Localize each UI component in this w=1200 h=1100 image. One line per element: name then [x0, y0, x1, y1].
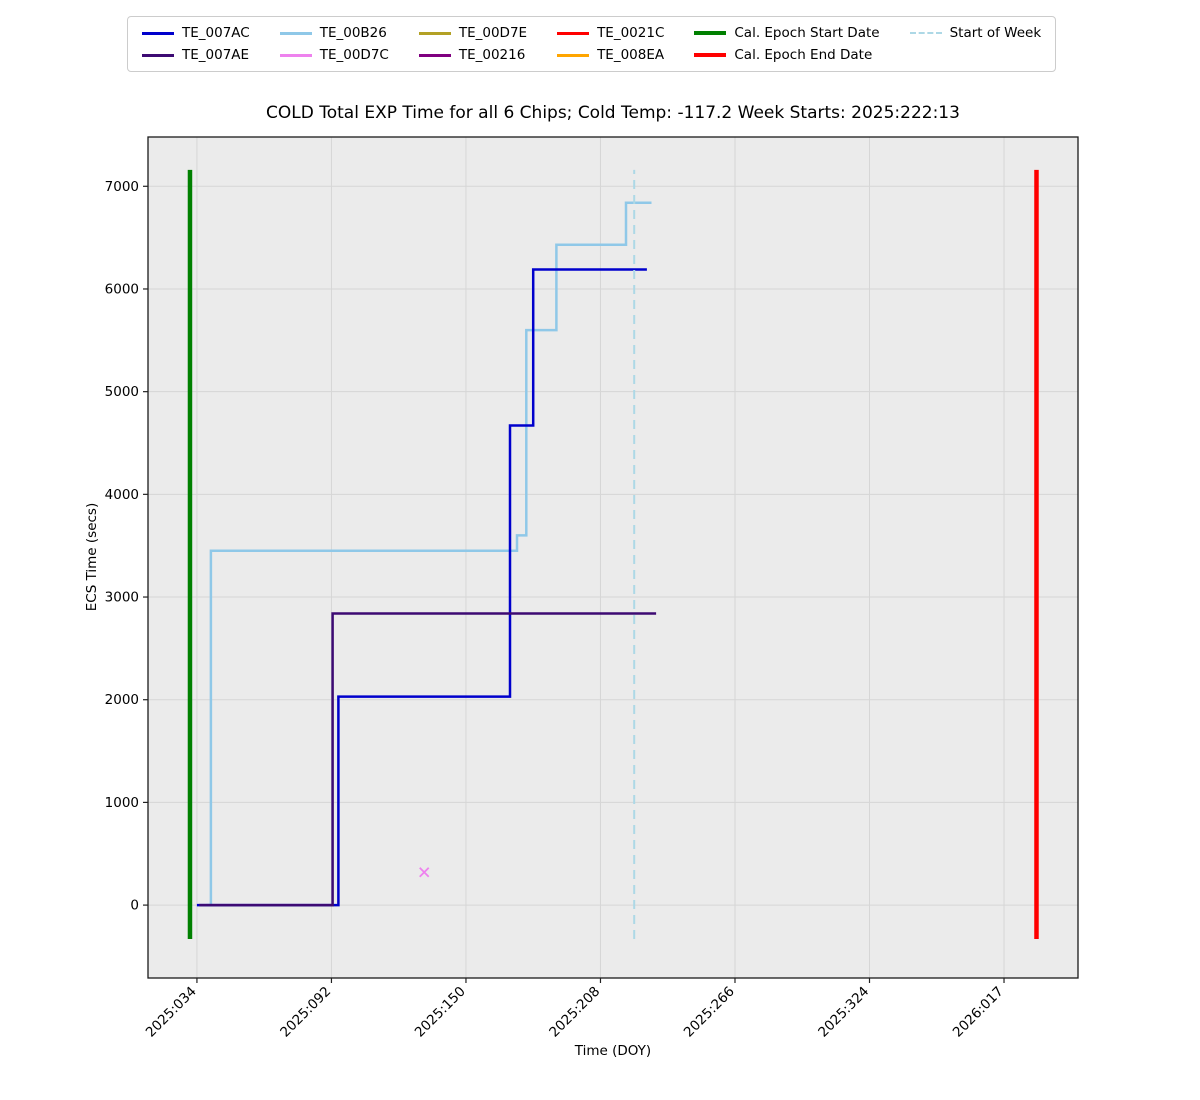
plot-frame — [147, 136, 1079, 979]
legend-label: TE_00D7C — [319, 47, 389, 63]
legend-swatch — [909, 32, 942, 34]
legend-label: TE_00D7E — [458, 25, 528, 41]
vlines — [187, 169, 1039, 939]
y-tick-label: 6000 — [105, 281, 139, 297]
legend-swatch — [142, 53, 174, 57]
legend-item-TE_00D7E: TE_00D7E — [418, 25, 528, 41]
y-tick-label: 2000 — [105, 692, 139, 708]
y-tick-label: 5000 — [105, 384, 139, 400]
legend-label: Start of Week — [949, 25, 1042, 41]
legend-item-Cal-Epoch-End-Date: Cal. Epoch End Date — [694, 47, 879, 63]
series-lines — [196, 201, 657, 907]
gridlines — [148, 137, 1078, 978]
legend-item-TE_00216: TE_00216 — [418, 47, 527, 63]
legend-swatch — [694, 31, 727, 35]
x-tick-label: 2025:266 — [681, 984, 738, 1041]
legend-swatch — [418, 31, 451, 35]
legend-item-TE_007AE: TE_007AE — [142, 47, 250, 63]
legend-item-Start-of-Week: Start of Week — [909, 25, 1042, 41]
legend-swatch — [279, 53, 312, 57]
legend-label: Cal. Epoch End Date — [734, 47, 873, 63]
y-axis-label: ECS Time (secs) — [84, 502, 100, 612]
legend-swatch — [279, 31, 312, 35]
legend-label: Cal. Epoch Start Date — [734, 25, 880, 41]
y-tick-label: 3000 — [105, 590, 139, 606]
legend-item-TE_007AC: TE_007AC — [142, 25, 250, 41]
legend-item-TE_0021C: TE_0021C — [557, 25, 664, 41]
marker-TE_00D7C — [419, 867, 430, 878]
legend-label: TE_00B26 — [319, 25, 387, 41]
chart-title: COLD Total EXP Time for all 6 Chips; Col… — [266, 103, 960, 123]
legend-swatch — [142, 31, 174, 35]
x-tick-label: 2025:208 — [546, 984, 603, 1041]
plot-background — [148, 137, 1078, 978]
y-tick-label: 7000 — [105, 179, 139, 195]
x-tick-label: 2025:324 — [815, 984, 872, 1041]
legend: TE_007AC TE_00B26 TE_00D7E TE_0021C Cal. Epo… — [127, 16, 1057, 72]
legend-label: TE_008EA — [597, 47, 665, 63]
x-tick-label: 2025:092 — [277, 984, 334, 1041]
legend-swatch — [557, 31, 590, 35]
legend-label: TE_007AE — [182, 47, 250, 63]
x-tick-label: 2026:017 — [950, 984, 1007, 1041]
legend-item-TE_00B26: TE_00B26 — [279, 25, 389, 41]
legend-item-Cal-Epoch-Start-Date: Cal. Epoch Start Date — [694, 25, 880, 41]
legend-item-TE_00D7C: TE_00D7C — [279, 47, 389, 63]
legend-swatch — [694, 53, 727, 57]
series-TE_007AC — [196, 268, 647, 907]
series-TE_007AE — [199, 612, 657, 907]
y-tick-label: 1000 — [105, 795, 139, 811]
legend-label: TE_00216 — [458, 47, 526, 63]
legend-swatch — [418, 53, 451, 57]
x-tick-label: 2025:034 — [143, 984, 200, 1041]
x-axis-ticks: 2025:034 2025:092 2025:150 2025:208 2025:266… — [143, 978, 1007, 1041]
x-tick-label: 2025:150 — [412, 984, 469, 1041]
legend-swatch — [557, 53, 590, 57]
y-axis-ticks: 0 1000 2000 3000 4000 5000 6000 7000 — [105, 179, 148, 914]
legend-label: TE_0021C — [597, 25, 665, 41]
x-axis-label: Time (DOY) — [574, 1043, 652, 1059]
series-TE_00B26 — [206, 201, 652, 907]
y-tick-label: 4000 — [105, 487, 139, 503]
legend-item-TE_008EA: TE_008EA — [557, 47, 664, 63]
y-tick-label: 0 — [130, 898, 139, 914]
legend-label: TE_007AC — [182, 25, 250, 41]
